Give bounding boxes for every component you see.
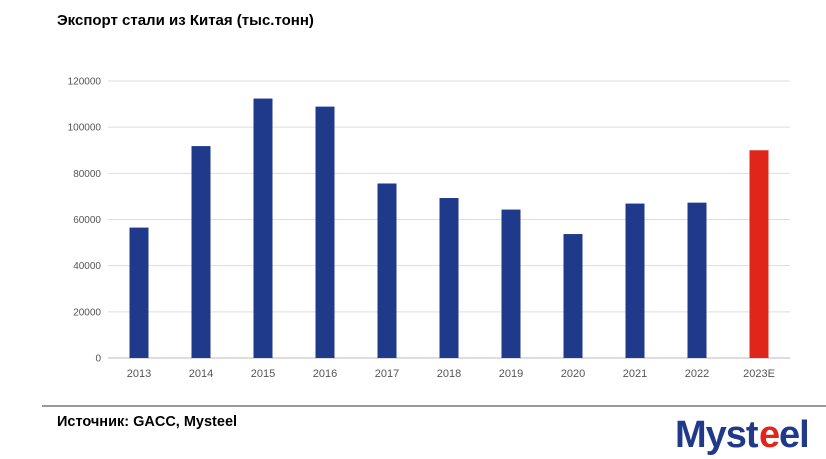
y-tick-label: 20000 (73, 307, 101, 318)
x-tick-label: 2021 (623, 368, 647, 380)
y-tick-label: 100000 (68, 123, 102, 134)
y-tick-label: 60000 (73, 215, 101, 226)
bar (253, 98, 273, 358)
bar (749, 150, 769, 358)
x-tick-label: 2014 (189, 368, 213, 380)
x-tick-label: 2015 (251, 368, 275, 380)
x-tick-label: 2013 (127, 368, 151, 380)
chart-title: Экспорт стали из Китая (тыс.тонн) (57, 12, 314, 29)
bar-chart: 0 20000 40000 60000 80000 100000 120000 2013 201… (68, 77, 790, 380)
x-tick-label: 2016 (313, 368, 337, 380)
x-tick-label: 2022 (685, 368, 709, 380)
divider-line (42, 405, 826, 407)
svg-text:el: el (779, 414, 809, 456)
y-tick-label: 120000 (68, 77, 102, 88)
y-tick-label: 80000 (73, 169, 101, 180)
bar (129, 227, 149, 358)
bar (439, 198, 459, 358)
y-tick-label: 40000 (73, 261, 101, 272)
x-tick-label: 2020 (561, 368, 585, 380)
source-note: Источник: GACC, Mysteel (57, 414, 238, 430)
x-tick-label: 2017 (375, 368, 399, 380)
mysteel-logo: Myst e el (675, 414, 810, 456)
y-tick-label: 0 (95, 354, 101, 365)
x-tick-label: 2023E (743, 368, 775, 380)
svg-text:Myst: Myst (675, 414, 759, 456)
bar (563, 234, 583, 358)
x-tick-label: 2019 (499, 368, 523, 380)
svg-text:e: e (759, 414, 780, 456)
bar (377, 183, 397, 358)
bar (625, 203, 645, 358)
bar (191, 146, 211, 358)
x-tick-label: 2018 (437, 368, 461, 380)
bar (315, 106, 335, 358)
bar (687, 202, 707, 358)
bar (501, 209, 521, 358)
